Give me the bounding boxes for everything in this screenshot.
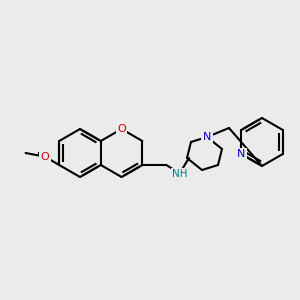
Text: NH: NH — [172, 169, 187, 179]
Text: O: O — [117, 124, 126, 134]
Text: N: N — [203, 132, 211, 142]
Text: O: O — [40, 152, 49, 162]
Text: N: N — [237, 149, 245, 159]
